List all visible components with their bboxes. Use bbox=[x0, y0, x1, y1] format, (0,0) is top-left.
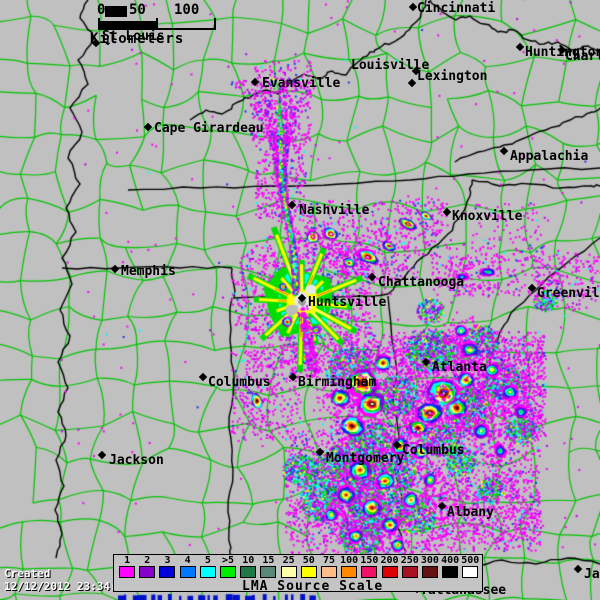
legend-color-swatch bbox=[139, 566, 156, 578]
lma-source-scale-legend: 1 2 3 4 5 >5 10 15 25 50 75 100 150 200 250 300 400 500 L… bbox=[113, 554, 483, 594]
legend-entry: 200 bbox=[379, 555, 399, 578]
legend-entry-label: 15 bbox=[262, 555, 275, 566]
legend-entry-label: 150 bbox=[360, 555, 379, 566]
legend-entry-label: 4 bbox=[184, 555, 191, 566]
city-label: Albany bbox=[447, 505, 494, 520]
city-label: Montgomery bbox=[326, 451, 405, 466]
city-label: Columbus bbox=[402, 443, 465, 458]
scalebar-label-0: 0 bbox=[97, 2, 106, 18]
created-label: Created bbox=[4, 567, 51, 580]
scalebar-tick bbox=[214, 18, 216, 28]
city-label: Louisville bbox=[351, 58, 430, 73]
legend-color-swatch bbox=[199, 566, 216, 578]
city-label: Columbus bbox=[208, 375, 271, 390]
legend-color-swatch bbox=[361, 566, 378, 578]
legend-color-swatch bbox=[381, 566, 398, 578]
legend-color-swatch bbox=[401, 566, 418, 578]
city-label: Charl bbox=[565, 49, 600, 64]
legend-entry: 500 bbox=[460, 555, 480, 578]
legend-entry-label: 500 bbox=[461, 555, 480, 566]
scalebar-bar bbox=[98, 18, 216, 30]
created-datetime: 12/12/2012 23:34:21 bbox=[4, 580, 130, 593]
city-label: Atlanta bbox=[432, 360, 487, 375]
legend-color-swatch bbox=[320, 566, 337, 578]
legend-entry-label: 1 bbox=[124, 555, 131, 566]
legend-entry-label: 5 bbox=[204, 555, 211, 566]
legend-entry: 150 bbox=[359, 555, 379, 578]
scalebar-units-label: Kilometers bbox=[90, 31, 185, 47]
city-label: Chattanooga bbox=[378, 275, 465, 290]
legend-color-swatch bbox=[179, 566, 196, 578]
legend-color-swatch bbox=[119, 566, 136, 578]
legend-color-swatch bbox=[442, 566, 459, 578]
legend-entry: 15 bbox=[258, 555, 278, 578]
city-label: Lexington bbox=[417, 69, 488, 84]
city-label: Nashville bbox=[299, 203, 370, 218]
legend-entry: 100 bbox=[339, 555, 359, 578]
created-timestamp: Created 12/12/2012 23:34:21 bbox=[4, 567, 130, 593]
legend-entry-label: 3 bbox=[164, 555, 171, 566]
scalebar-bar-fill bbox=[98, 21, 156, 28]
legend-color-swatch bbox=[240, 566, 257, 578]
legend-entry-label: 75 bbox=[322, 555, 335, 566]
legend-entry: 75 bbox=[319, 555, 339, 578]
legend-entry-label: 2 bbox=[144, 555, 151, 566]
scalebar-label-50: 50 bbox=[129, 2, 146, 18]
legend-color-swatch bbox=[260, 566, 277, 578]
legend-entry-label: 100 bbox=[340, 555, 359, 566]
city-label: Birmingham bbox=[298, 375, 377, 390]
legend-entry: >5 bbox=[218, 555, 238, 578]
legend-title: LMA Source Scale bbox=[242, 579, 384, 594]
legend-entry: 400 bbox=[440, 555, 460, 578]
legend-entry-label: 200 bbox=[380, 555, 399, 566]
distance-scalebar: 0 50 100 Kilometers ↓ bbox=[88, 1, 240, 49]
city-label: Jackson bbox=[109, 453, 164, 468]
city-label: Appalachia bbox=[510, 149, 589, 164]
legend-color-swatch bbox=[159, 566, 176, 578]
legend-entry-label: 250 bbox=[400, 555, 419, 566]
scalebar-label-100: 100 bbox=[174, 2, 200, 18]
legend-entry: 5 bbox=[198, 555, 218, 578]
city-label: Huntsville bbox=[308, 295, 387, 310]
legend-color-swatch bbox=[300, 566, 317, 578]
legend-entry: 25 bbox=[279, 555, 299, 578]
legend-entries: 1 2 3 4 5 >5 10 15 25 50 75 100 150 200 250 300 400 500 bbox=[117, 555, 480, 578]
legend-entry: 250 bbox=[400, 555, 420, 578]
legend-color-swatch bbox=[421, 566, 438, 578]
legend-entry-label: 10 bbox=[242, 555, 255, 566]
legend-entry: 300 bbox=[420, 555, 440, 578]
city-label: Evansville bbox=[262, 76, 341, 91]
city-label: Cape Girardeau bbox=[154, 121, 264, 136]
legend-entry: 10 bbox=[238, 555, 258, 578]
legend-entry: 1 bbox=[117, 555, 137, 578]
city-label: Knoxville bbox=[452, 209, 523, 224]
scalebar-tick bbox=[156, 18, 158, 28]
city-label: Ja bbox=[584, 567, 600, 582]
legend-entry-label: 50 bbox=[302, 555, 315, 566]
legend-color-swatch bbox=[220, 566, 237, 578]
down-arrow-icon: ↓ bbox=[104, 34, 112, 49]
legend-color-swatch bbox=[341, 566, 358, 578]
legend-entry: 4 bbox=[178, 555, 198, 578]
city-label: St Louis bbox=[102, 29, 165, 44]
legend-color-swatch bbox=[280, 566, 297, 578]
legend-entry: 2 bbox=[137, 555, 157, 578]
city-label: Greenville bbox=[537, 286, 600, 301]
city-label: Cincinnati bbox=[417, 1, 496, 16]
legend-entry-label: 400 bbox=[441, 555, 460, 566]
legend-entry-label: 300 bbox=[420, 555, 439, 566]
scalebar-tick bbox=[98, 18, 100, 28]
city-label: Memphis bbox=[121, 264, 176, 279]
legend-entry: 50 bbox=[299, 555, 319, 578]
legend-entry-label: >5 bbox=[222, 555, 235, 566]
legend-entry-label: 25 bbox=[282, 555, 295, 566]
legend-entry: 3 bbox=[157, 555, 177, 578]
legend-color-swatch bbox=[462, 566, 479, 578]
scalebar-filled-segment bbox=[105, 6, 127, 17]
